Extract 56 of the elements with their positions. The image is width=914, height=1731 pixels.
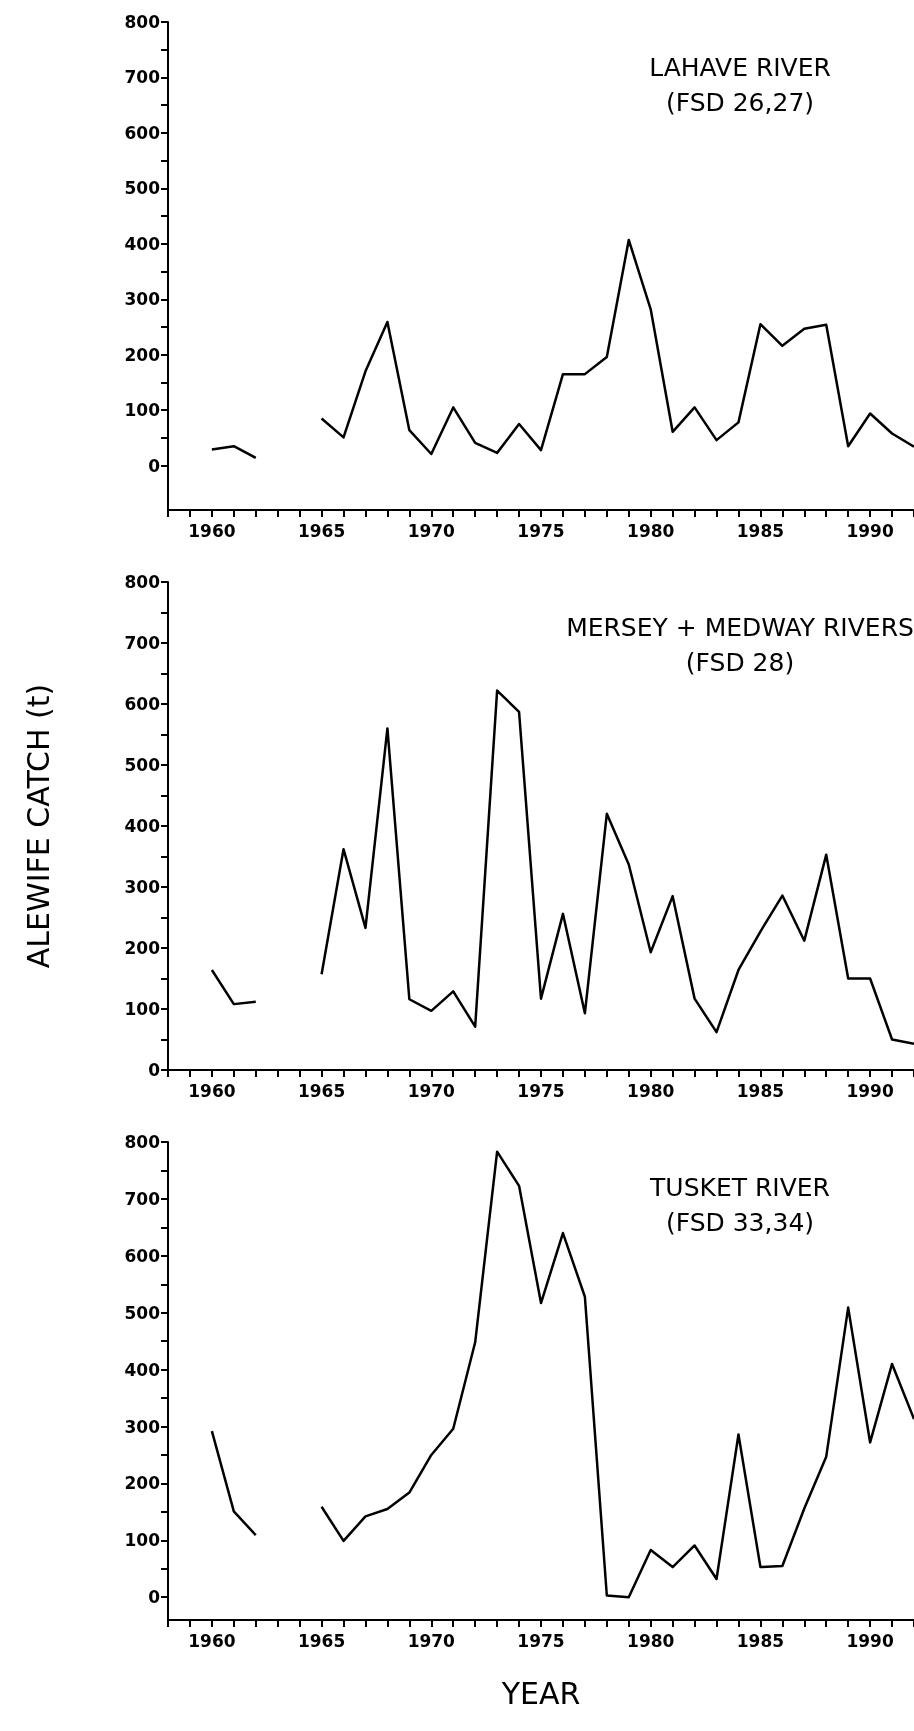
y-tick-label: 800 <box>124 1132 161 1152</box>
text: TUSKET RIVER <box>649 1173 830 1202</box>
y-tick-label: 600 <box>124 1245 161 1266</box>
x-axis-title: YEAR <box>500 1675 581 1711</box>
x-tick-label: 1980 <box>627 1080 675 1101</box>
x-tick-label: 1980 <box>627 1630 675 1651</box>
y-tick-label: 600 <box>124 694 161 714</box>
x-tick-label: 1985 <box>736 520 785 541</box>
x-tick-label: 1965 <box>297 1080 346 1101</box>
text: (FSD 28) <box>685 648 795 677</box>
y-tick-label: 100 <box>124 999 161 1019</box>
x-tick-label: 1990 <box>846 1630 894 1651</box>
x-tick-label: 1975 <box>517 1080 565 1101</box>
text: (FSD 26,27) <box>665 88 815 117</box>
x-tick-label: 1970 <box>407 520 456 541</box>
y-tick-label: 200 <box>124 344 161 365</box>
y-tick-label: 0 <box>148 1587 161 1608</box>
y-tick-label: 700 <box>124 633 161 653</box>
text: LAHAVE RIVER <box>649 53 831 82</box>
y-tick-label: 500 <box>124 1302 161 1323</box>
x-tick-label: 1970 <box>407 1630 456 1651</box>
y-tick-label: 700 <box>124 67 161 88</box>
y-tick-label: 800 <box>124 572 161 592</box>
y-tick-label: 800 <box>124 12 161 32</box>
y-tick-label: 0 <box>148 1060 161 1080</box>
x-tick-label: 1965 <box>297 1630 346 1651</box>
text: MERSEY + MEDWAY RIVERS <box>566 613 914 642</box>
x-tick-label: 1960 <box>188 1630 236 1651</box>
y-tick-label: 0 <box>148 455 161 476</box>
x-tick-label: 1965 <box>297 520 346 541</box>
x-tick-label: 1990 <box>846 1080 894 1101</box>
y-tick-label: 100 <box>124 400 161 421</box>
x-tick-label: 1975 <box>517 1630 565 1651</box>
y-tick-label: 400 <box>124 233 161 254</box>
y-tick-label: 500 <box>124 755 161 775</box>
y-tick-label: 300 <box>124 1416 161 1437</box>
y-tick-label: 500 <box>124 178 161 199</box>
y-tick-label: 300 <box>124 877 161 897</box>
y-tick-label: 400 <box>124 1359 161 1380</box>
y-tick-label: 100 <box>124 1530 161 1551</box>
x-tick-label: 1990 <box>846 520 894 541</box>
x-tick-label: 1975 <box>517 520 565 541</box>
y-tick-label: 700 <box>124 1188 161 1209</box>
y-axis-title: ALEWIFE CATCH (t) <box>20 683 56 969</box>
y-tick-label: 600 <box>124 122 161 143</box>
x-tick-label: 1980 <box>627 520 675 541</box>
y-tick-label: 200 <box>124 938 161 958</box>
y-tick-label: 300 <box>124 289 161 310</box>
x-tick-label: 1970 <box>407 1080 456 1101</box>
y-tick-label: 400 <box>124 816 161 836</box>
x-tick-label: 1985 <box>736 1630 785 1651</box>
text: (FSD 33,34) <box>665 1208 815 1237</box>
x-tick-label: 1960 <box>188 1080 236 1101</box>
x-tick-label: 1960 <box>188 520 236 541</box>
x-tick-label: 1985 <box>736 1080 785 1101</box>
y-tick-label: 200 <box>124 1473 161 1494</box>
